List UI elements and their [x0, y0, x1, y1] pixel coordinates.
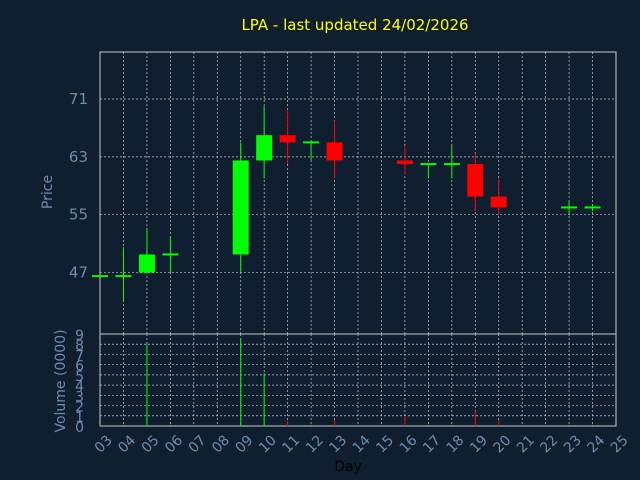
x-tick-label: 18	[444, 432, 468, 456]
price-tick-label: 63	[69, 148, 88, 166]
candle-body-up	[138, 254, 155, 273]
x-tick-label: 12	[303, 432, 327, 456]
x-tick-label: 15	[373, 432, 397, 456]
candle-body-up	[115, 275, 132, 278]
x-tick-label: 24	[584, 432, 608, 456]
x-tick-label: 20	[491, 432, 515, 456]
candle-body-down	[490, 196, 507, 208]
volume-tick-label: 0	[75, 420, 84, 436]
price-panel: 47 55 63 71	[69, 51, 617, 335]
candle-body-down	[396, 160, 413, 165]
volume-tick-label: 6	[75, 359, 84, 375]
x-tick-label: 06	[162, 432, 186, 456]
volume-tick-label: 8	[75, 338, 84, 354]
candle-body-down	[279, 135, 296, 143]
volume-tick-label: 1	[75, 410, 84, 426]
x-tick-label: 21	[514, 432, 538, 456]
volume-tick-label: 2	[75, 400, 84, 416]
candle-body-up	[420, 163, 437, 166]
x-tick-label: 08	[209, 432, 233, 456]
x-tick-label: 19	[467, 432, 491, 456]
candle-body-up	[232, 160, 249, 255]
volume-tick-label: 5	[75, 369, 84, 385]
volume-axis-label: Volume (0000)	[53, 329, 69, 432]
x-tick-label: 25	[608, 432, 632, 456]
price-axis-label: Price	[40, 175, 56, 209]
chart-title: LPA - last updated 24/02/2026	[241, 16, 468, 34]
candle-body-up	[584, 206, 601, 209]
candle-body-up	[303, 141, 320, 144]
price-tick-label: 55	[69, 206, 88, 224]
candle-body-up	[561, 206, 578, 209]
x-tick-label: 04	[115, 432, 139, 456]
x-axis: 03 04 05 06 07 08 09 10 11 12 13 14 15 16 17 18 19 20 21 22…	[92, 432, 632, 456]
volume-tick-label: 9	[75, 328, 84, 344]
x-tick-label: 13	[326, 432, 350, 456]
price-tick-label: 71	[69, 90, 88, 108]
candle-body-up	[256, 135, 273, 161]
candle-body-down	[326, 142, 343, 161]
x-tick-label: 17	[420, 432, 444, 456]
x-tick-label: 23	[561, 432, 585, 456]
x-tick-label: 11	[279, 432, 303, 456]
x-tick-label: 10	[256, 432, 280, 456]
volume-tick-label: 7	[75, 348, 84, 364]
x-tick-label: 03	[92, 432, 116, 456]
x-axis-label: Day	[334, 459, 362, 475]
price-tick-label: 47	[69, 264, 88, 282]
volume-tick-label: 3	[75, 389, 84, 405]
candle-body-down	[467, 164, 484, 197]
x-tick-label: 14	[350, 432, 374, 456]
x-tick-label: 16	[397, 432, 421, 456]
x-tick-label: 09	[233, 432, 257, 456]
volume-tick-label: 4	[75, 379, 84, 395]
x-tick-label: 05	[139, 432, 163, 456]
x-tick-label: 22	[537, 432, 561, 456]
candle-body-up	[443, 163, 460, 166]
candle-body-up	[162, 253, 179, 256]
x-tick-label: 07	[186, 432, 210, 456]
candle-body-up	[92, 275, 108, 278]
